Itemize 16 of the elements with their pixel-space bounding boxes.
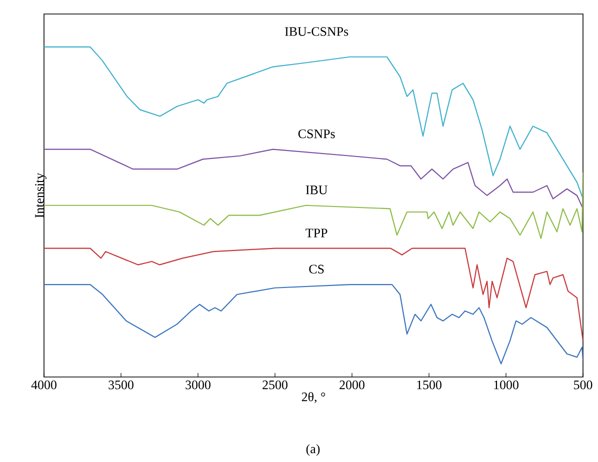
x-tick-label: 1000 [494,380,518,390]
series-label: CSNPs [298,129,335,138]
x-axis-title: 2θ, ° [302,392,326,404]
y-axis-title: Intensity [35,172,46,218]
series-label: IBU-CSNPs [285,27,348,36]
series-label: TPP [306,228,328,238]
x-tick-label: 2500 [262,380,288,390]
text: (a) [306,444,320,456]
x-tick-label: 500 [574,380,592,390]
x-tick-label: 2000 [340,380,364,390]
series-label: CS [309,264,324,274]
series-label: IBU [306,186,328,194]
x-tick-label: 1500 [417,380,442,390]
x-tick-label: 3000 [186,380,210,390]
x-tick-label: 3500 [108,380,134,390]
x-tick-label: 4000 [31,380,56,390]
